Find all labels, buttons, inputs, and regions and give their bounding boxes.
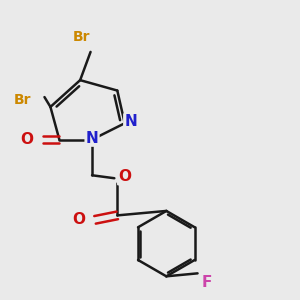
Text: Br: Br [73, 30, 90, 44]
Text: N: N [124, 114, 137, 129]
Text: F: F [201, 275, 212, 290]
Text: O: O [72, 212, 85, 227]
Text: O: O [118, 169, 131, 184]
Text: Br: Br [14, 93, 31, 107]
Text: O: O [20, 132, 33, 147]
Text: N: N [86, 130, 98, 146]
